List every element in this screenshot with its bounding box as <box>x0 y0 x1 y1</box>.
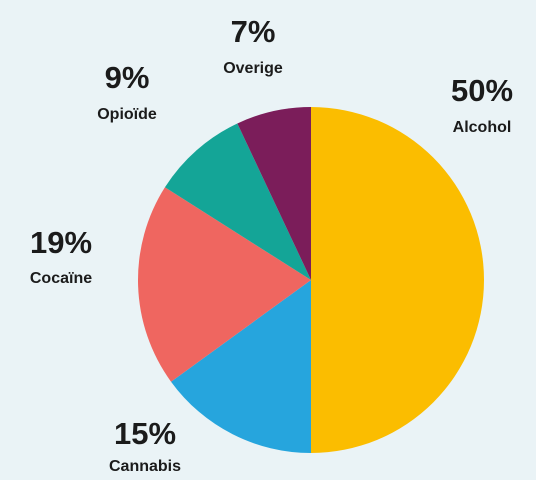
slice-percent-cocaine: 19% <box>30 225 92 260</box>
slice-percent-cannabis: 15% <box>114 416 176 451</box>
pie-slice-opioide <box>164 123 311 281</box>
slice-label-opioide: Opioïde <box>97 106 157 123</box>
label-overige: 7% Overige <box>223 14 283 77</box>
slice-label-cannabis: Cannabis <box>109 458 181 475</box>
pie-slices <box>137 107 484 453</box>
slice-label-alcohol: Alcohol <box>453 119 512 136</box>
label-cocaine: 19% Cocaïne <box>30 225 92 287</box>
slice-percent-overige: 7% <box>231 14 276 49</box>
slice-label-overige: Overige <box>223 60 283 77</box>
pie-slice-alcohol <box>311 107 484 453</box>
pie-slice-overige <box>237 107 311 280</box>
slice-percent-opioide: 9% <box>105 60 150 95</box>
slice-label-cocaine: Cocaïne <box>30 270 92 287</box>
slice-percent-alcohol: 50% <box>451 73 513 108</box>
label-cannabis: 15% Cannabis <box>109 416 181 475</box>
label-alcohol: 50% Alcohol <box>451 73 513 136</box>
pie-slice-cannabis <box>171 280 311 453</box>
label-opioide: 9% Opioïde <box>97 60 157 123</box>
pie-slice-cocaine <box>137 187 311 382</box>
